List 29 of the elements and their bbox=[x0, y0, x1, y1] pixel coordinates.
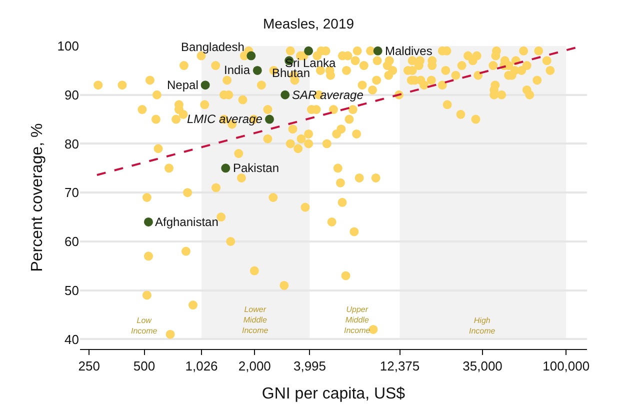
x-tick-label: 2,000 bbox=[238, 358, 271, 374]
annotation: Pakistan bbox=[233, 161, 280, 175]
x-tick-label: 100,000 bbox=[542, 358, 590, 374]
y-tick-label: 100 bbox=[57, 38, 79, 54]
x-tick-label: 500 bbox=[133, 358, 156, 374]
band-label: Lower Middle Income bbox=[242, 305, 269, 335]
annotation: Afghanistan bbox=[155, 215, 218, 229]
annotation: Bangladesh bbox=[181, 40, 244, 54]
annotation: India bbox=[224, 63, 250, 77]
annotation: Sri Lanka bbox=[285, 56, 336, 70]
x-tick-label: 12,375 bbox=[380, 358, 420, 374]
annotation: Nepal bbox=[167, 78, 198, 92]
annotation: Maldives bbox=[385, 44, 432, 58]
y-tick-label: 80 bbox=[64, 136, 79, 152]
chart-title: Measles, 2019 bbox=[262, 15, 354, 32]
x-tick-label: 250 bbox=[78, 358, 100, 374]
annotation: Low Income bbox=[131, 316, 158, 336]
x-axis-title: GNI per capita, US$ bbox=[262, 385, 406, 402]
y-axis-title: Percent coverage, % bbox=[29, 123, 46, 272]
x-tick-label: 1,026 bbox=[185, 358, 218, 374]
y-tick-label: 60 bbox=[64, 234, 79, 250]
y-tick-label: 40 bbox=[64, 332, 79, 347]
y-tick-label: 70 bbox=[64, 185, 79, 200]
y-tick-label: 50 bbox=[64, 282, 79, 298]
x-tick-label: 3,995 bbox=[293, 358, 326, 374]
y-tick-label: 90 bbox=[64, 87, 79, 102]
annotation: Upper Middle Income bbox=[344, 305, 371, 335]
band-label: High Income bbox=[469, 316, 496, 336]
x-tick-label: 35,000 bbox=[462, 358, 502, 374]
